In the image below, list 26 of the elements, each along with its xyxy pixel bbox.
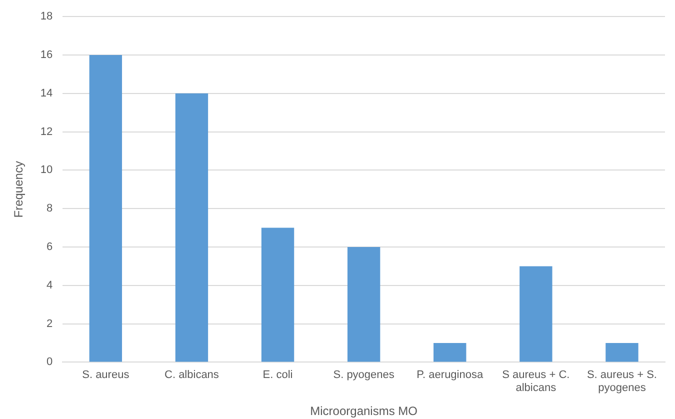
y-tick-label: 6 bbox=[46, 241, 53, 254]
bar bbox=[175, 93, 208, 362]
y-tick-label: 0 bbox=[46, 356, 53, 368]
y-tick-label: 4 bbox=[46, 279, 53, 292]
y-tick-label: 18 bbox=[40, 10, 53, 23]
bar bbox=[434, 343, 466, 362]
bar bbox=[606, 343, 638, 362]
y-tick-label: 2 bbox=[46, 318, 53, 330]
bar bbox=[89, 55, 122, 362]
y-tick-label: 10 bbox=[40, 164, 53, 176]
y-tick-label: 12 bbox=[40, 126, 53, 138]
x-tick-label: S. aureus + S. pyogenes bbox=[586, 368, 657, 394]
x-tick-label: S aureus + C. albicans bbox=[502, 368, 570, 394]
y-tick-label: 14 bbox=[40, 87, 53, 100]
x-tick-label: P. aeruginosa bbox=[416, 368, 484, 381]
x-axis-title: Microorganisms MO bbox=[310, 404, 418, 418]
bar bbox=[347, 247, 380, 362]
x-tick-label: S. pyogenes bbox=[333, 368, 395, 381]
bar bbox=[261, 228, 294, 362]
x-tick-label: S. aureus bbox=[82, 368, 130, 381]
y-axis-title: Frequency bbox=[12, 161, 26, 218]
bar bbox=[520, 266, 552, 362]
x-tick-label: C. albicans bbox=[164, 368, 220, 381]
y-tick-label: 16 bbox=[40, 49, 53, 62]
y-tick-label: 8 bbox=[46, 202, 53, 215]
x-tick-label: E. coli bbox=[262, 368, 293, 381]
